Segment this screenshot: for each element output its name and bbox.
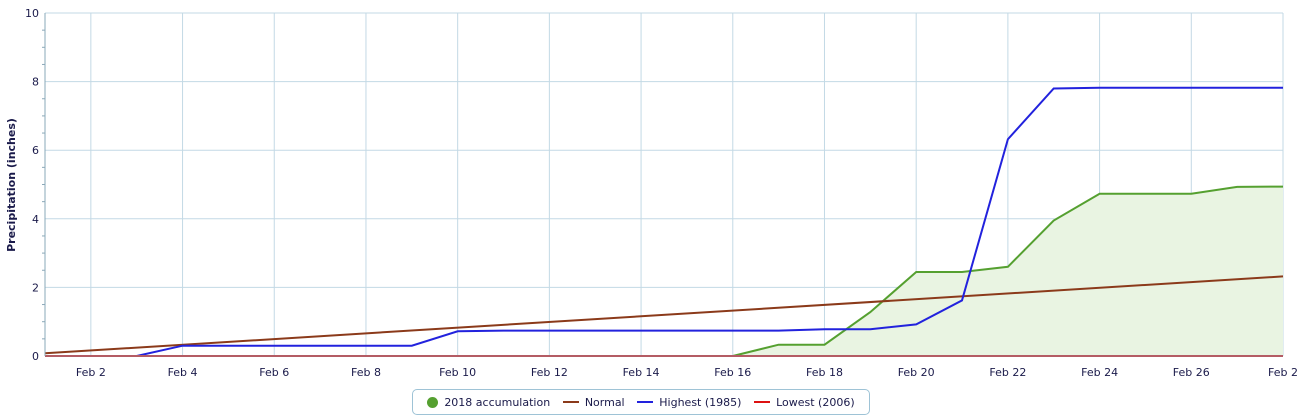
- legend-item[interactable]: Normal: [562, 395, 625, 409]
- legend-line-icon: [754, 401, 771, 403]
- grid: [45, 12, 1284, 357]
- x-tick-label: Feb 14: [623, 366, 660, 379]
- legend-label: Normal: [584, 395, 625, 409]
- series-area-2018-accumulation: [732, 186, 1283, 356]
- y-axis-title: Precipitation (inches): [5, 118, 18, 252]
- y-tick-label: 10: [25, 7, 39, 20]
- series-line-normal: [44, 275, 1284, 355]
- legend-label: 2018 accumulation: [444, 395, 551, 409]
- legend-dot-icon: [427, 396, 439, 408]
- legend: 2018 accumulation Normal Highest (1985) Low…: [412, 389, 870, 415]
- legend-line-icon: [562, 401, 579, 403]
- y-tick-label: 8: [32, 76, 39, 89]
- y-tick-label: 0: [32, 350, 39, 363]
- y-tick-label: 2: [32, 281, 39, 294]
- legend-item[interactable]: 2018 accumulation: [427, 396, 550, 409]
- x-tick-label: Feb 10: [439, 366, 476, 379]
- legend-label: Highest (1985): [659, 395, 742, 409]
- x-tick-label: Feb 2: [1268, 366, 1298, 379]
- legend-item[interactable]: Lowest (2006): [754, 396, 855, 409]
- x-tick-label: Feb 24: [1081, 366, 1118, 379]
- axes: 0 2 4 6 8 10 Feb 2 Feb 4 Feb 6 Feb 8 Feb 10 Feb 12 F…: [25, 7, 1298, 379]
- y-tick-label: 4: [32, 213, 39, 226]
- series-line-2018-accumulation: [732, 185, 1284, 357]
- series-line-highest-1985: [45, 86, 1283, 357]
- series-layer: [44, 86, 1284, 357]
- x-tick-label: Feb 26: [1173, 366, 1210, 379]
- x-tick-label: Feb 12: [531, 366, 568, 379]
- legend-line-icon: [637, 401, 654, 403]
- x-tick-label: Feb 20: [898, 366, 935, 379]
- legend-label: Lowest (2006): [776, 395, 855, 409]
- x-tick-label: Feb 22: [989, 366, 1026, 379]
- y-tick-label: 6: [32, 144, 39, 157]
- x-tick-label: Feb 6: [259, 366, 289, 379]
- legend-item[interactable]: Highest (1985): [637, 396, 741, 409]
- x-tick-label: Feb 16: [714, 366, 751, 379]
- x-tick-label: Feb 2: [76, 366, 106, 379]
- x-tick-label: Feb 18: [806, 366, 843, 379]
- x-tick-label: Feb 8: [351, 366, 381, 379]
- x-tick-label: Feb 4: [168, 366, 198, 379]
